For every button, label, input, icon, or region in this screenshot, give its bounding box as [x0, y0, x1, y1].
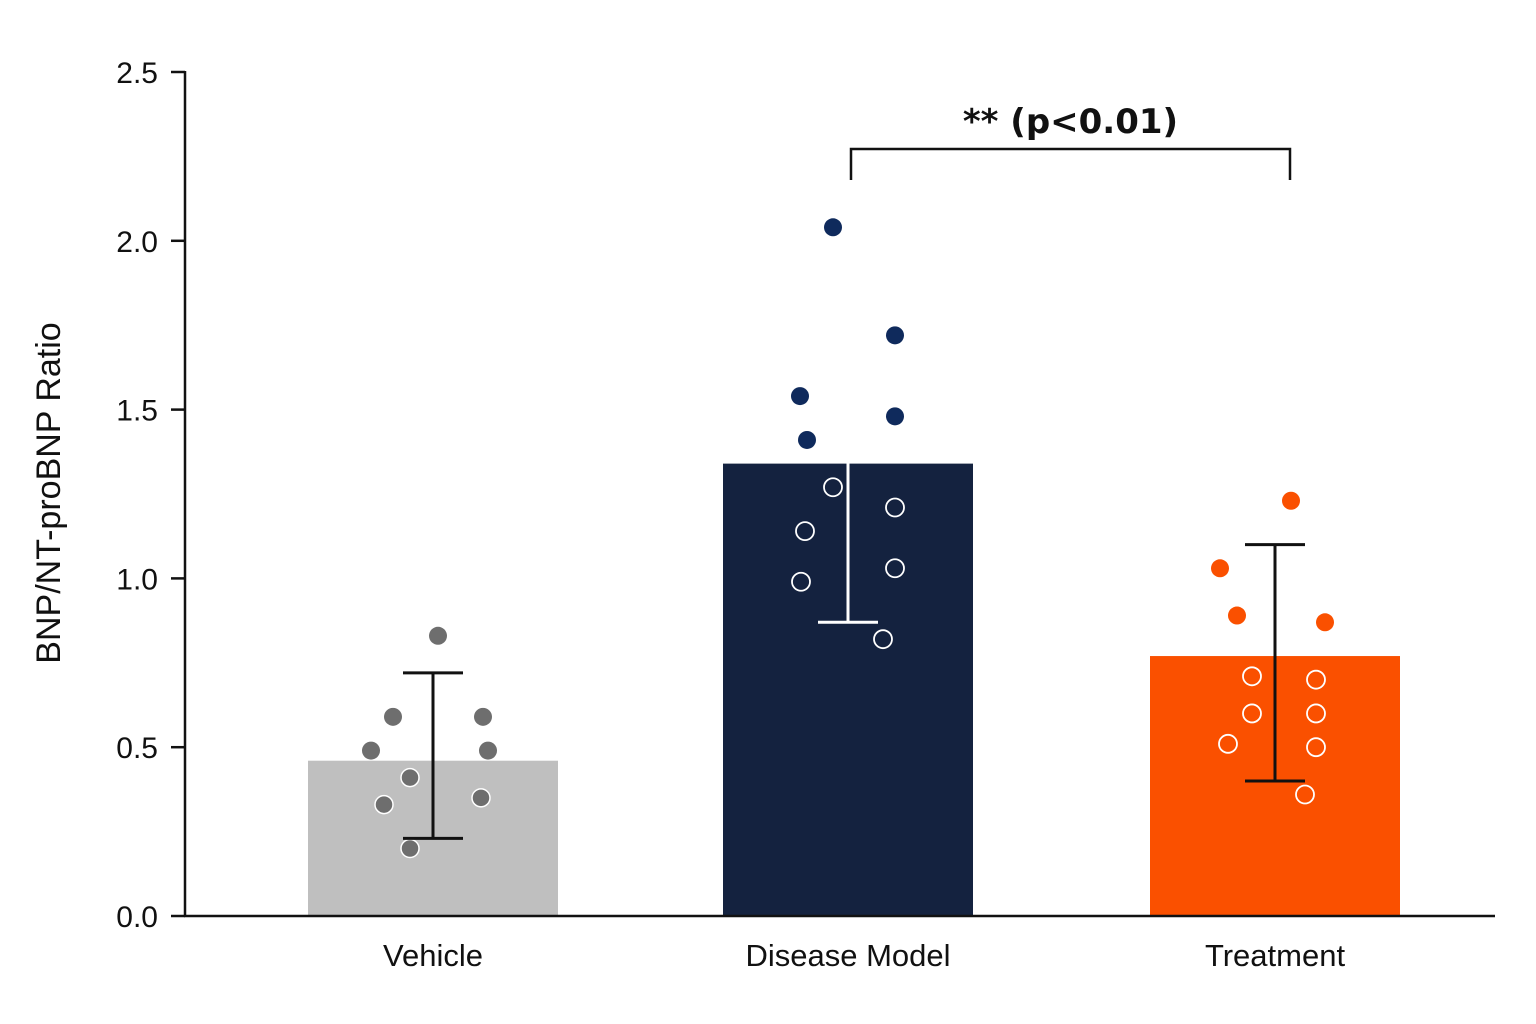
data-point	[1228, 606, 1246, 625]
x-tick-label: Disease Model	[745, 938, 950, 973]
x-tick-label: Vehicle	[383, 938, 483, 973]
y-tick-label: 2.5	[116, 57, 158, 90]
data-point	[1218, 733, 1238, 754]
significance-label: ** (p<0.01)	[963, 102, 1178, 142]
error-bar	[818, 266, 878, 624]
data-point	[429, 626, 447, 645]
significance-bracket	[849, 147, 1292, 180]
data-point	[400, 767, 420, 788]
y-tick-label: 1.5	[116, 395, 158, 428]
data-point	[1242, 703, 1262, 724]
data-point	[384, 707, 402, 726]
data-point	[474, 707, 492, 726]
error-bar	[403, 671, 463, 840]
y-tick-label: 0.0	[116, 901, 158, 934]
data-point	[1306, 669, 1326, 690]
data-point	[374, 794, 394, 815]
data-point	[1306, 703, 1326, 724]
x-tick-label: Treatment	[1205, 938, 1346, 973]
y-axis-ticks: 0.0 0.5 1.0 1.5 2.0 2.5	[116, 57, 185, 934]
bars	[308, 463, 1400, 916]
data-point	[791, 387, 809, 406]
data-point	[1242, 666, 1262, 687]
data-point	[1211, 559, 1229, 578]
y-axis-label: BNP/NT-proBNP Ratio	[30, 322, 68, 663]
data-point	[886, 326, 904, 345]
data-point	[791, 571, 811, 592]
data-point	[1295, 784, 1315, 805]
data-point	[823, 477, 843, 498]
error-bar	[1245, 543, 1305, 783]
data-point	[795, 521, 815, 542]
data-point	[798, 430, 816, 449]
data-points	[362, 218, 1334, 859]
y-tick-label: 1.0	[116, 563, 158, 596]
significance-annotation: ** (p<0.01)	[849, 102, 1292, 180]
data-point	[400, 838, 420, 859]
data-point	[873, 629, 893, 650]
y-tick-label: 2.0	[116, 226, 158, 259]
data-point	[1306, 737, 1326, 758]
data-point	[885, 558, 905, 579]
data-point	[824, 218, 842, 237]
x-axis-category-labels: Vehicle Disease Model Treatment	[383, 938, 1345, 973]
y-tick-label: 0.5	[116, 732, 158, 765]
data-point	[479, 741, 497, 760]
error-bars	[403, 266, 1305, 840]
data-point	[1282, 491, 1300, 510]
data-point	[362, 741, 380, 760]
data-point	[885, 497, 905, 518]
data-point	[1316, 613, 1334, 632]
axes	[183, 71, 1495, 918]
data-point	[471, 788, 491, 808]
data-point	[886, 407, 904, 426]
